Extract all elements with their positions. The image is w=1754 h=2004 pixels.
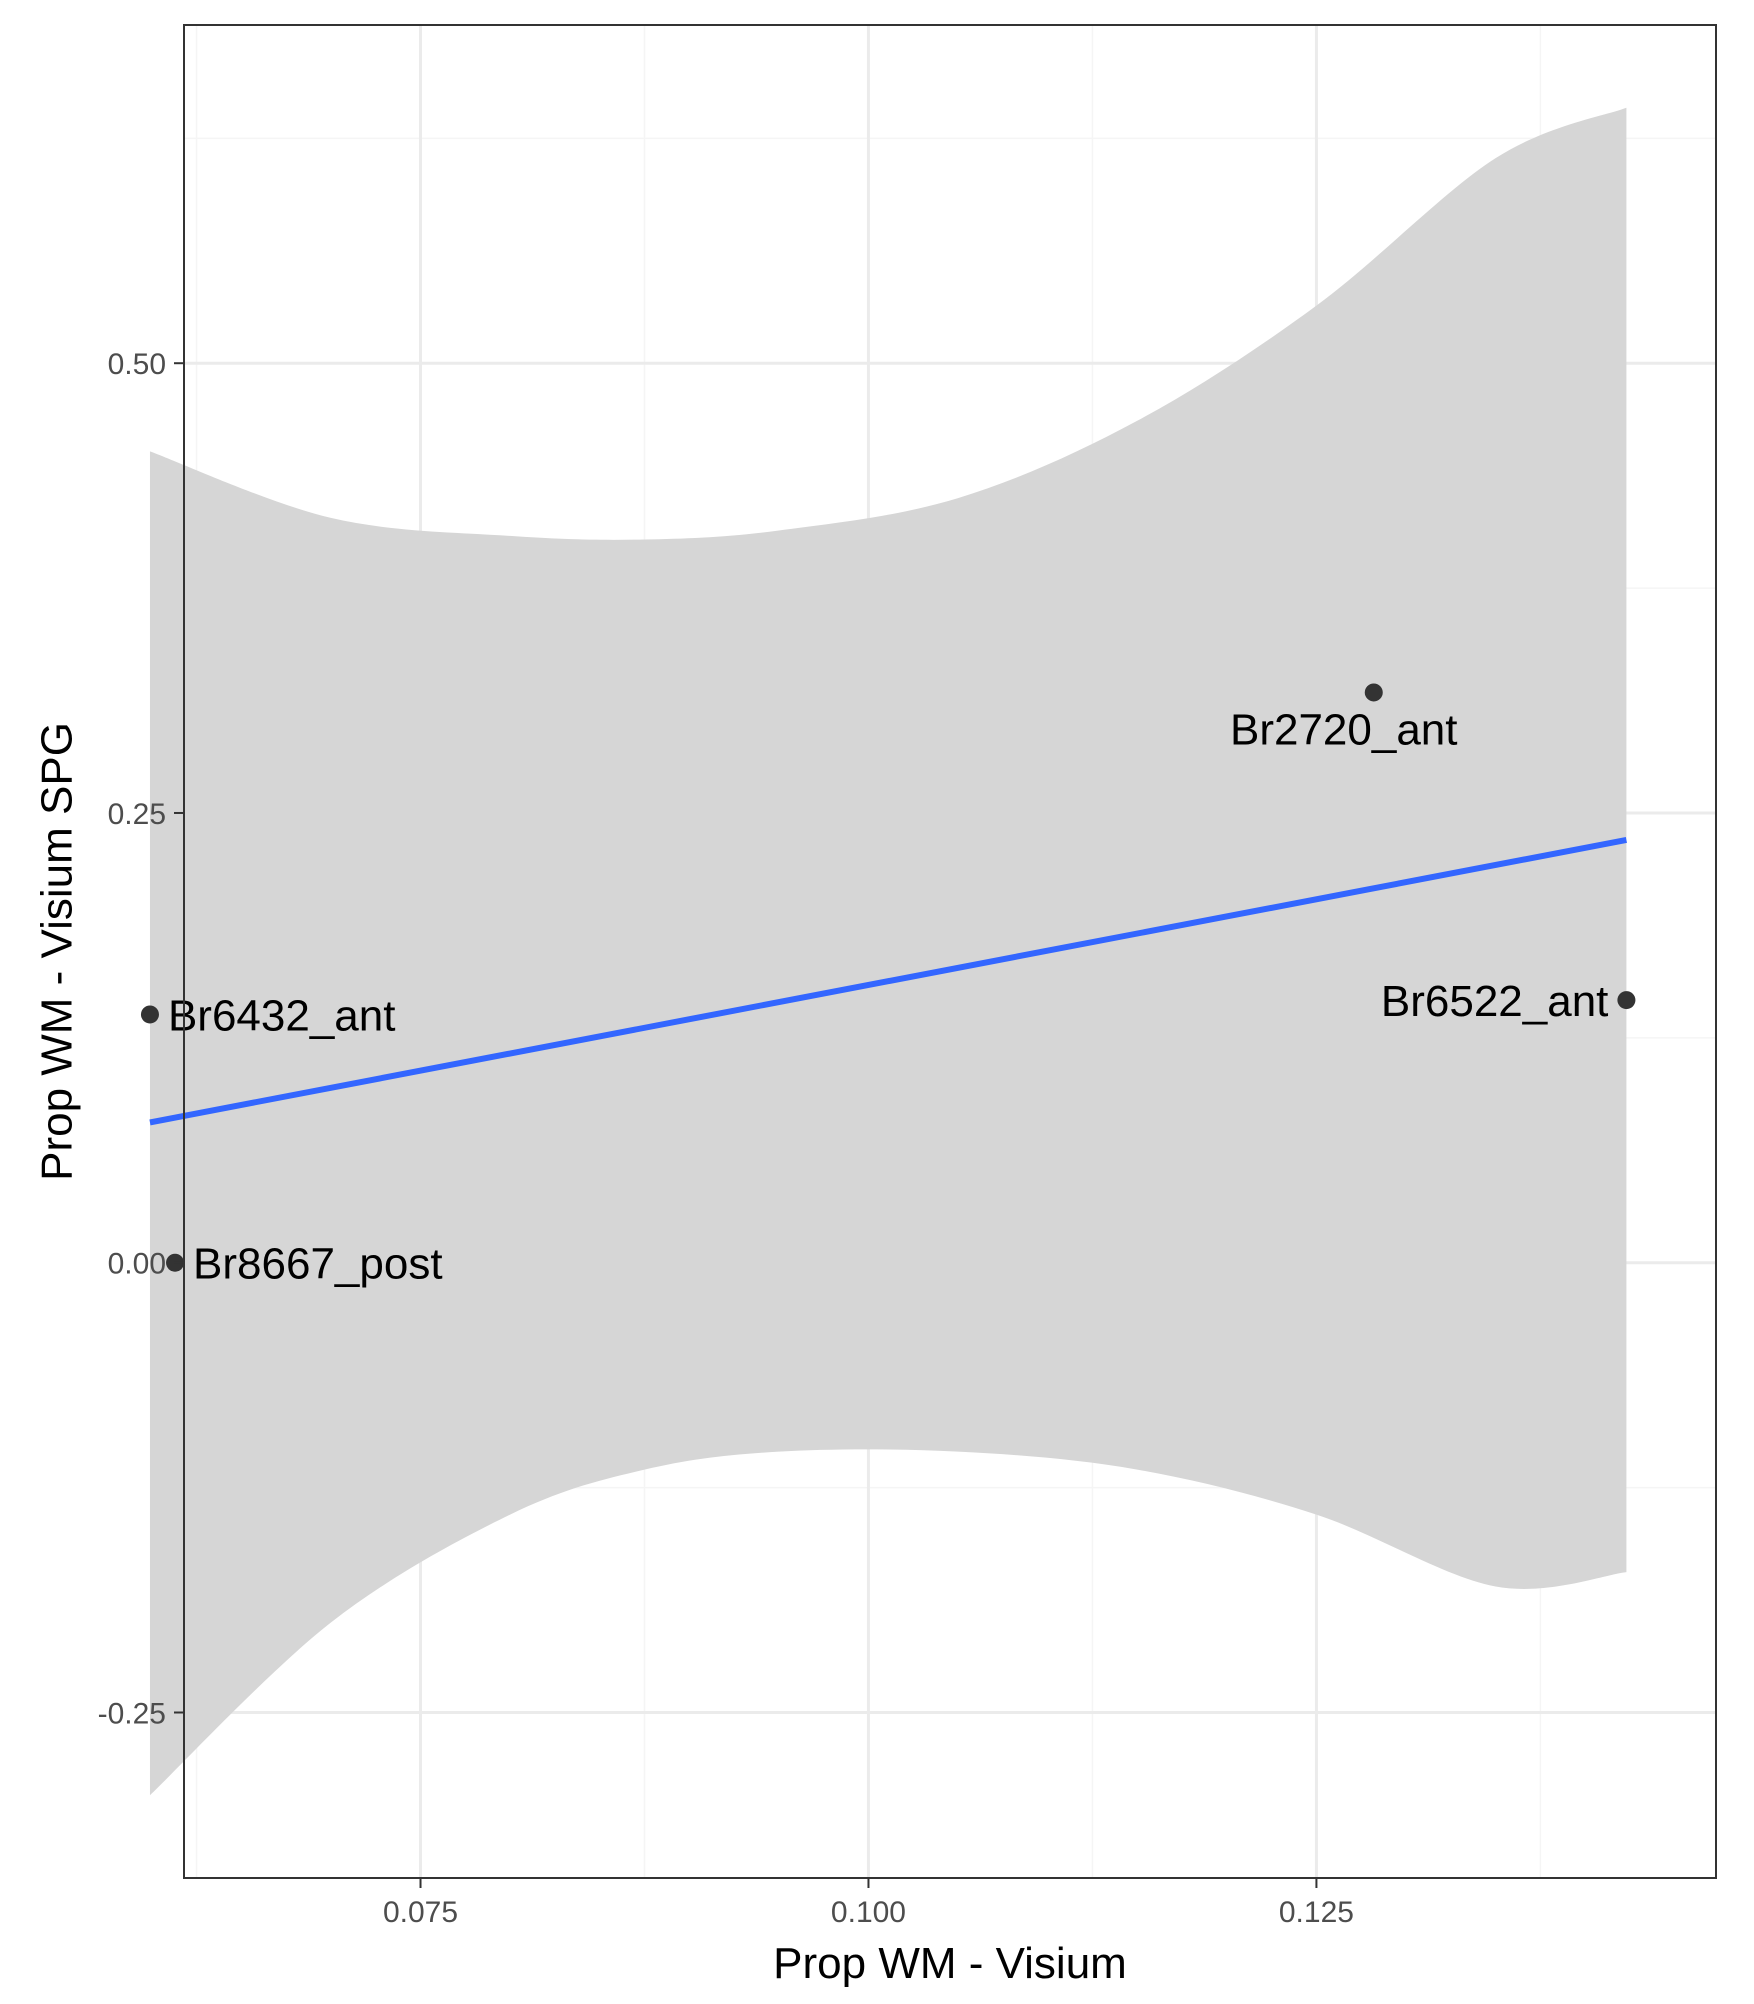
x-tick-label: 0.100 <box>831 1896 906 1929</box>
data-point <box>1364 683 1383 702</box>
data-point <box>140 1005 159 1024</box>
y-tick-label: 0.00 <box>108 1248 166 1281</box>
fit-line-layer <box>149 837 1627 1126</box>
point-label: Br8667_post <box>193 1240 443 1289</box>
y-tick-label: -0.25 <box>98 1697 166 1730</box>
point-label: Br6522_ant <box>1381 977 1609 1026</box>
confidence-band-layer <box>149 107 1627 1796</box>
points-layer <box>140 683 1636 1272</box>
fit-line <box>149 837 1627 1126</box>
x-tick-label: 0.125 <box>1279 1896 1354 1929</box>
y-axis-title: Prop WM - Visium SPG <box>32 722 81 1181</box>
x-tick-label: 0.075 <box>383 1896 458 1929</box>
x-axis-title: Prop WM - Visium <box>773 1939 1127 1988</box>
axes: 0.075 0.100 0.125 -0.25 0.00 0.25 0.50 <box>98 348 1354 1929</box>
y-tick-label: 0.50 <box>108 348 166 381</box>
point-labels-layer: Br6432_ant Br8667_post Br2720_ant Br6522_an… <box>168 705 1608 1288</box>
data-point <box>1617 991 1636 1010</box>
point-label: Br2720_ant <box>1230 705 1458 754</box>
point-label: Br6432_ant <box>168 991 396 1040</box>
confidence-band <box>149 107 1627 1796</box>
panel-border <box>183 24 1717 1879</box>
y-tick-label: 0.25 <box>108 798 166 831</box>
